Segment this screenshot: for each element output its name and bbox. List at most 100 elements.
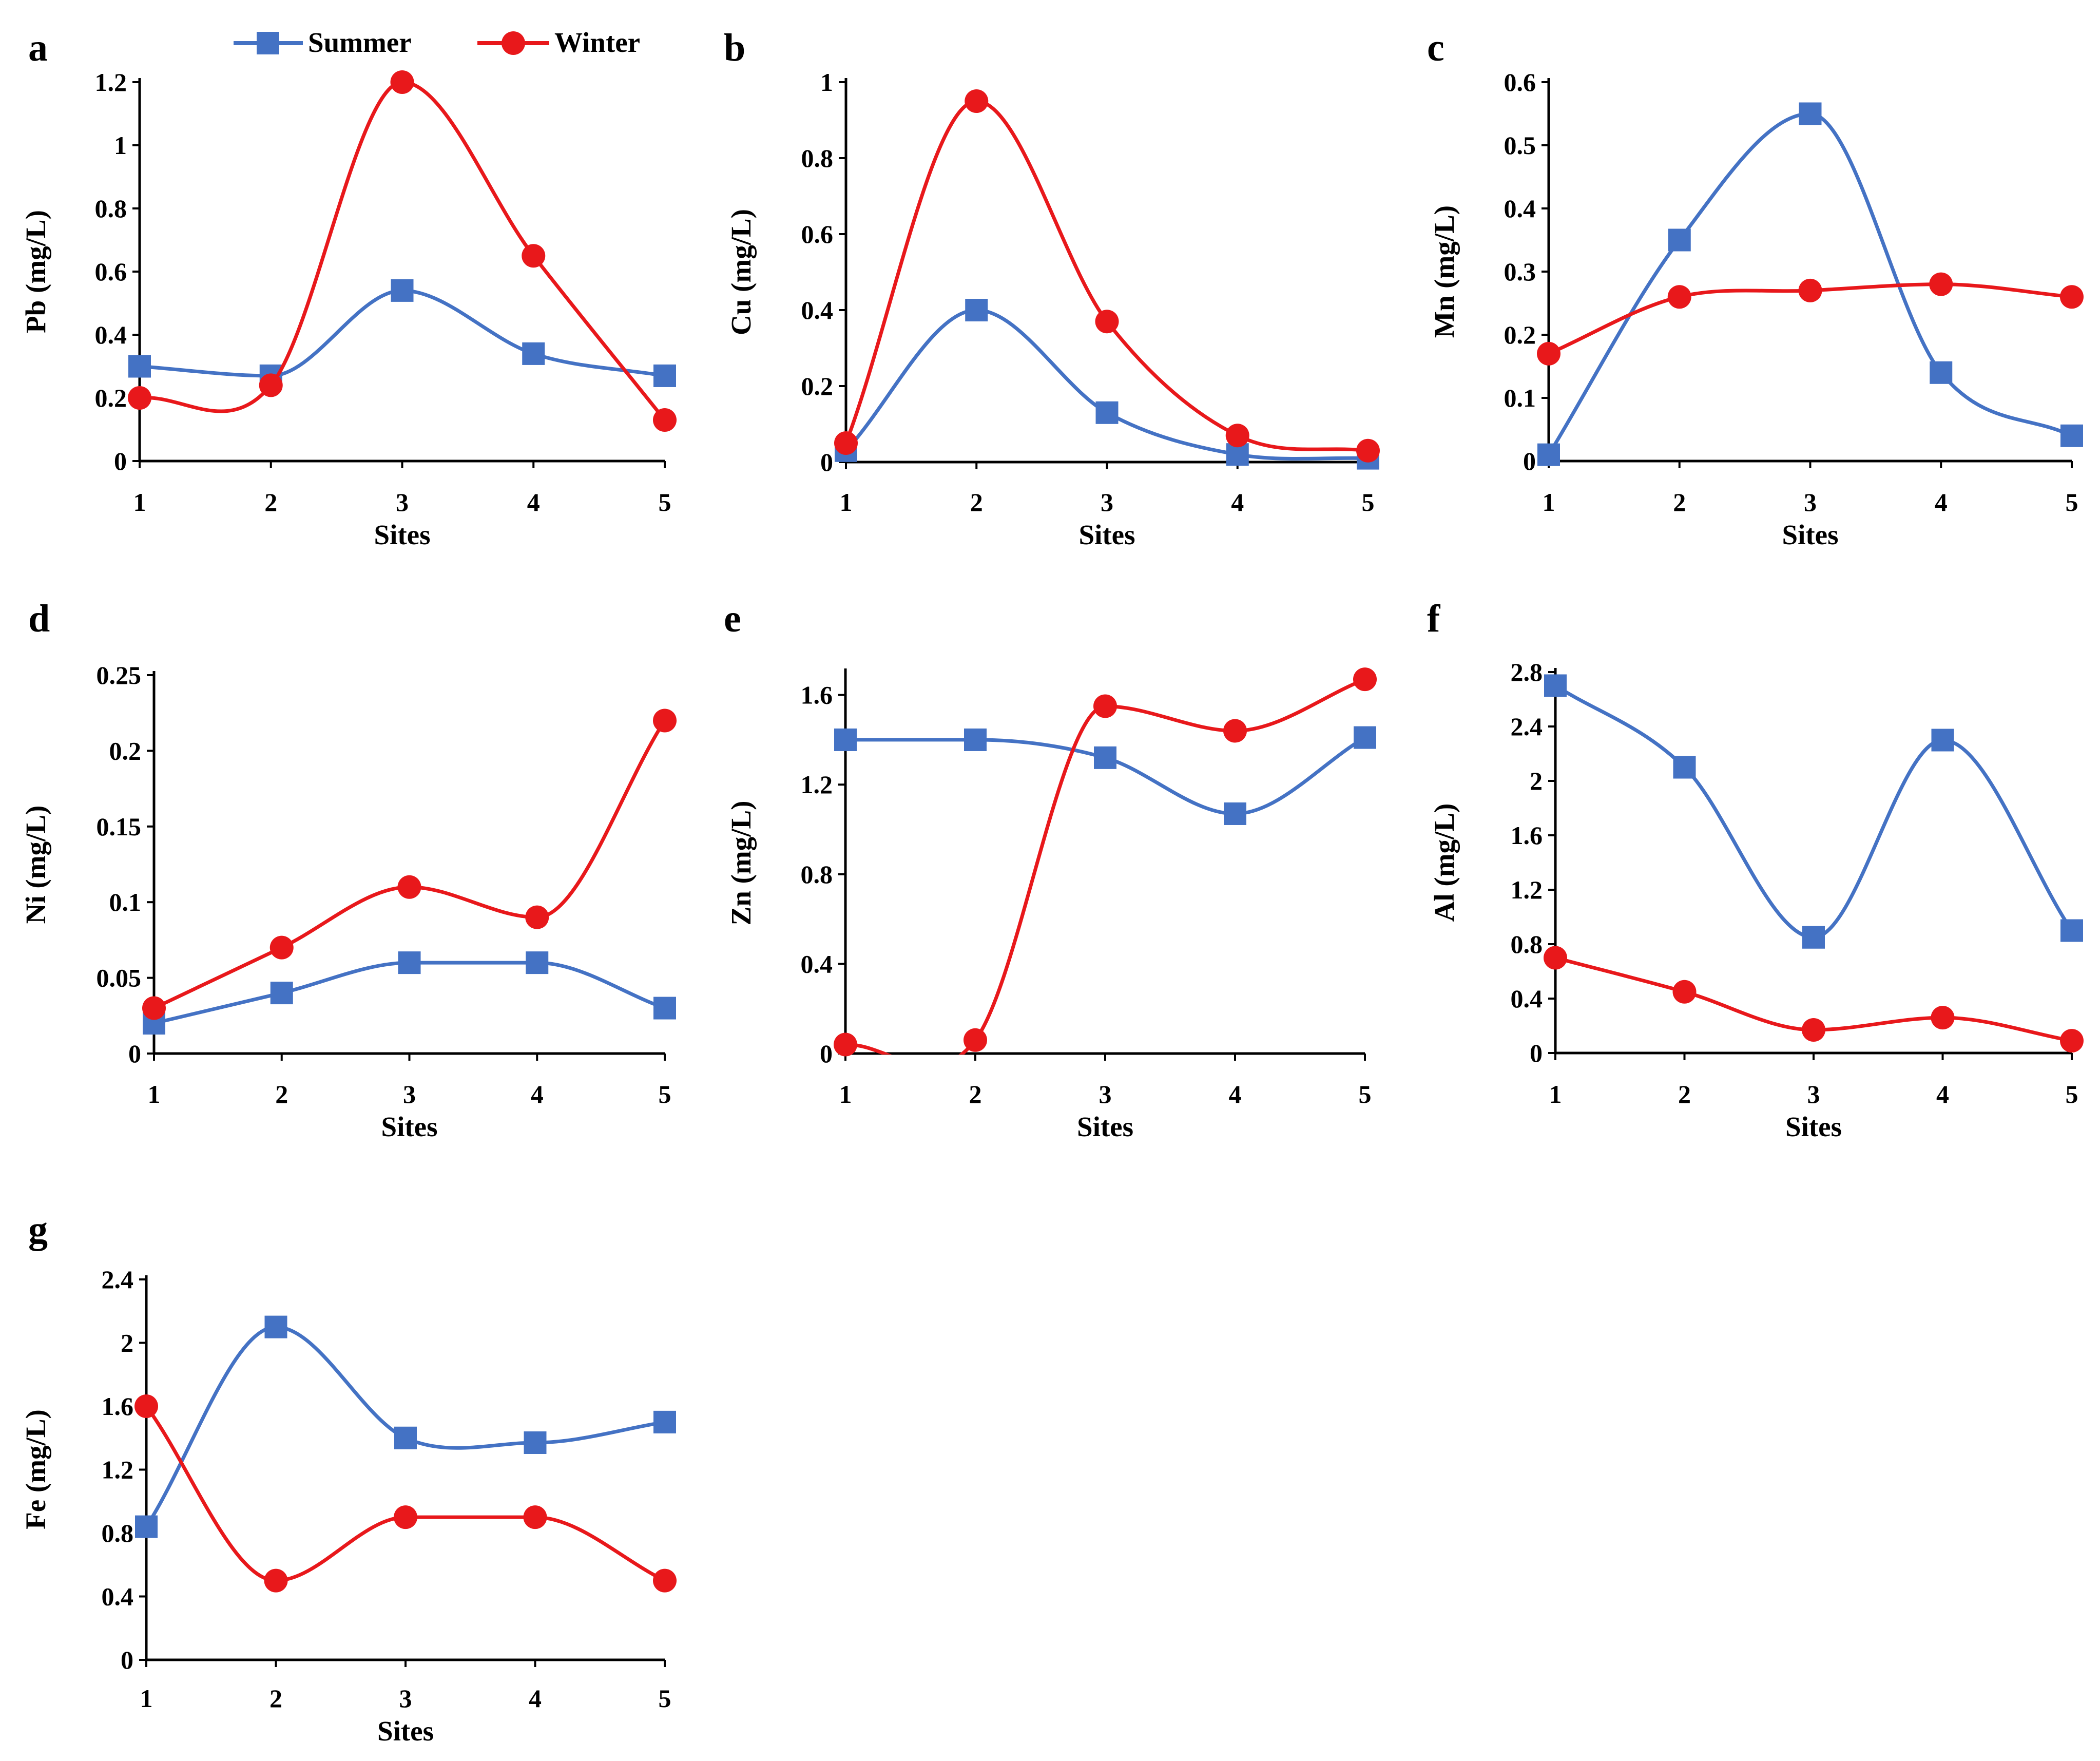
- y-tick-label: 0.4: [95, 320, 127, 349]
- data-point-winter-3: [390, 70, 414, 94]
- data-point-summer-3: [391, 279, 414, 302]
- data-point-winter-4: [522, 244, 546, 268]
- x-tick-label: 1: [148, 1080, 161, 1108]
- data-point-winter-5: [2060, 1029, 2084, 1053]
- data-point-winter-2: [965, 89, 989, 113]
- y-axis-title: Cu (mg/L): [725, 209, 757, 335]
- data-point-winter-4: [1929, 272, 1953, 296]
- y-tick-label: 0.2: [109, 736, 142, 765]
- legend-winter-marker: [502, 31, 525, 55]
- series-line-winter: [139, 80, 666, 422]
- data-point-winter-5: [653, 709, 677, 733]
- data-point-winter-4: [525, 905, 549, 929]
- y-tick-label: 0.4: [102, 1582, 134, 1611]
- data-point-winter-2: [264, 1568, 288, 1593]
- y-tick-label: 0.2: [1504, 320, 1536, 349]
- x-tick-label: 3: [1099, 1080, 1112, 1108]
- data-point-winter-2: [1672, 980, 1697, 1004]
- y-tick-label: 0.15: [97, 812, 142, 841]
- y-tick-label: 1: [820, 68, 833, 97]
- x-tick-label: 1: [1549, 1080, 1562, 1108]
- data-point-summer-5: [2060, 919, 2083, 942]
- y-axis-title: Fe (mg/L): [20, 1409, 51, 1529]
- y-tick-label: 1: [114, 131, 127, 160]
- panel-c: c 0 0.1 0.2 0.3 0.4 0.5 0.6 1 2 3 4 5 Sites Mn (mg/L): [1427, 26, 2084, 550]
- panel-g: g 0 0.4 0.8 1.2 1.6 2 2.4 1 2 3 4 5 Sites Fe (mg/L): [20, 1208, 677, 1747]
- data-point-summer-4: [1931, 729, 1954, 752]
- legend-winter-label: Winter: [554, 27, 640, 58]
- y-tick-label: 0.8: [102, 1519, 134, 1547]
- panel-letter-e: e: [724, 597, 741, 640]
- data-point-summer-4: [1224, 802, 1246, 825]
- series-line-summer: [139, 289, 665, 378]
- data-point-winter-5: [653, 1568, 677, 1593]
- data-point-winter-2: [269, 935, 294, 960]
- panel-letter-c: c: [1427, 26, 1444, 69]
- y-axis-title: Ni (mg/L): [20, 806, 51, 924]
- y-tick-label: 0.6: [1504, 68, 1536, 97]
- y-tick-label: 0.4: [801, 949, 833, 978]
- y-tick-label: 0: [128, 1039, 141, 1068]
- x-tick-label: 2: [969, 1080, 982, 1108]
- series-line-summer: [1554, 684, 2073, 940]
- x-tick-label: 1: [140, 1684, 153, 1713]
- x-axis-title: Sites: [377, 1715, 434, 1747]
- y-tick-label: 0.25: [97, 661, 142, 690]
- x-tick-label: 2: [1673, 488, 1686, 516]
- data-point-summer-5: [1354, 726, 1376, 749]
- series-line-summer: [844, 308, 1369, 461]
- data-point-winter-4: [1931, 1006, 1955, 1030]
- data-point-summer-1: [135, 1515, 158, 1538]
- y-tick-label: 1.6: [1511, 821, 1543, 850]
- data-point-winter-3: [1093, 694, 1117, 718]
- data-point-winter-3: [394, 1505, 417, 1529]
- panel-letter-a: a: [28, 26, 48, 69]
- y-tick-label: 1.2: [1511, 875, 1543, 904]
- y-tick-label: 0.1: [1504, 384, 1536, 412]
- data-point-winter-1: [1544, 946, 1567, 970]
- y-tick-label: 0.6: [801, 220, 834, 248]
- data-point-summer-2: [965, 299, 988, 321]
- x-tick-label: 4: [531, 1080, 544, 1108]
- x-tick-label: 1: [1543, 488, 1555, 516]
- data-point-winter-1: [134, 1394, 158, 1418]
- x-tick-label: 4: [1935, 488, 1948, 516]
- data-point-winter-3: [1802, 1018, 1825, 1042]
- data-point-winter-4: [1223, 719, 1247, 743]
- x-tick-label: 3: [1804, 488, 1817, 516]
- x-axis-title: Sites: [374, 519, 431, 550]
- data-point-summer-5: [653, 997, 676, 1020]
- x-tick-label: 3: [396, 488, 409, 516]
- data-point-winter-1: [1537, 341, 1560, 366]
- series-line-winter: [845, 677, 1366, 1055]
- data-point-winter-5: [653, 408, 677, 432]
- panel-letter-f: f: [1427, 597, 1441, 640]
- y-tick-label: 0.3: [1504, 257, 1536, 286]
- x-tick-label: 5: [659, 488, 671, 516]
- panel-d: d 0 0.05 0.1 0.15 0.2 0.25 1 2 3 4 5 Sites Ni (mg/L): [20, 597, 677, 1142]
- data-point-summer-2: [264, 1315, 287, 1338]
- data-point-summer-1: [834, 728, 857, 751]
- y-tick-label: 0.4: [1504, 194, 1536, 223]
- x-tick-label: 3: [1101, 488, 1113, 516]
- x-axis-title: Sites: [1782, 519, 1839, 550]
- x-tick-label: 5: [659, 1080, 671, 1108]
- y-tick-label: 1.2: [102, 1456, 134, 1484]
- data-point-summer-2: [1668, 228, 1691, 252]
- y-axis-title: Al (mg/L): [1429, 803, 1460, 922]
- panel-b: b 0 0.2 0.4 0.6 0.8 1 1 2 3 4 5 Sites Cu (mg/L): [724, 26, 1380, 550]
- data-point-summer-4: [1930, 361, 1953, 384]
- y-tick-label: 0.1: [109, 888, 142, 916]
- legend-summer-label: Summer: [308, 27, 412, 58]
- x-axis-title: Sites: [1077, 1111, 1133, 1142]
- x-tick-label: 5: [2066, 488, 2078, 516]
- y-tick-label: 1.6: [102, 1392, 134, 1421]
- x-axis-title: Sites: [1079, 519, 1135, 550]
- series-line-winter: [145, 1405, 666, 1583]
- data-point-summer-2: [1673, 756, 1696, 779]
- data-point-summer-3: [1095, 401, 1119, 424]
- data-point-summer-3: [394, 1426, 417, 1449]
- y-tick-label: 2: [121, 1329, 133, 1357]
